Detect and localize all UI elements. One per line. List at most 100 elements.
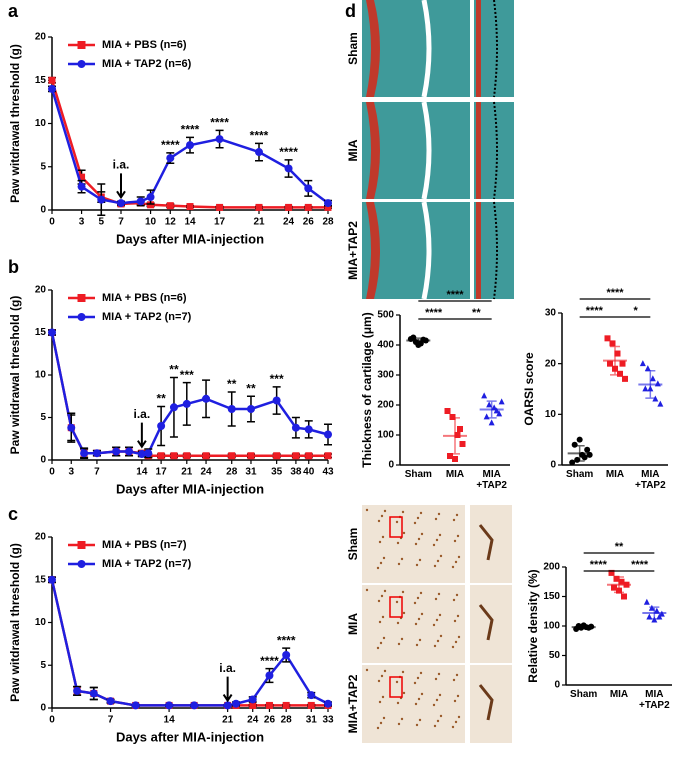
data-point bbox=[657, 400, 664, 407]
significance-label: **** bbox=[181, 123, 200, 137]
data-point bbox=[622, 375, 628, 382]
data-point bbox=[613, 575, 620, 582]
data-point bbox=[48, 328, 56, 337]
cell bbox=[419, 671, 423, 675]
significance-label: *** bbox=[180, 368, 194, 382]
panel-letter: c bbox=[8, 504, 18, 524]
data-point bbox=[282, 650, 291, 659]
cell bbox=[436, 719, 440, 723]
data-point bbox=[186, 203, 194, 211]
y-axis-title: Paw witdrawal threshold (g) bbox=[8, 44, 22, 203]
cell bbox=[413, 681, 417, 685]
cell bbox=[378, 700, 382, 704]
cell bbox=[416, 596, 420, 600]
significance-label: **** bbox=[279, 145, 298, 159]
cell bbox=[382, 716, 386, 720]
significance-label: **** bbox=[250, 129, 269, 143]
cell bbox=[437, 672, 441, 676]
cell bbox=[417, 697, 421, 701]
significance-label: ** bbox=[472, 307, 481, 319]
x-tick-label: 10 bbox=[145, 217, 157, 228]
data-point bbox=[246, 405, 255, 413]
data-point bbox=[202, 452, 210, 460]
cell bbox=[420, 612, 424, 616]
cell bbox=[400, 557, 404, 561]
cell bbox=[383, 509, 387, 513]
x-tick-label: 43 bbox=[322, 467, 334, 478]
y-tick-label: 0 bbox=[40, 205, 46, 216]
cell bbox=[437, 512, 441, 516]
data-point bbox=[48, 76, 56, 84]
cell bbox=[376, 646, 380, 650]
data-point bbox=[67, 423, 76, 432]
data-point bbox=[643, 598, 650, 605]
y-tick-label: 5 bbox=[40, 660, 46, 671]
y-tick-label: 0 bbox=[40, 703, 46, 714]
data-point bbox=[324, 199, 332, 208]
data-point bbox=[265, 671, 274, 680]
cell bbox=[395, 680, 399, 684]
cell bbox=[419, 511, 423, 515]
y-tick-label: 5 bbox=[40, 412, 46, 423]
micrograph bbox=[362, 505, 465, 583]
cell bbox=[456, 694, 460, 698]
arrow-label: i.a. bbox=[219, 661, 236, 675]
data-point bbox=[498, 398, 505, 405]
data-point bbox=[80, 449, 89, 458]
data-point bbox=[157, 422, 166, 430]
cell bbox=[378, 540, 382, 544]
legend-label: MIA + TAP2 (n=7) bbox=[102, 311, 192, 323]
data-point bbox=[618, 578, 625, 585]
y-tick-label: 50 bbox=[549, 650, 561, 661]
cell bbox=[457, 555, 461, 559]
cell bbox=[418, 718, 422, 722]
cell bbox=[433, 564, 437, 568]
y-tick-label: 10 bbox=[35, 370, 47, 381]
x-tick-label: 31 bbox=[245, 467, 257, 478]
cell bbox=[432, 543, 436, 547]
joint-gap bbox=[421, 101, 432, 200]
data-point bbox=[170, 452, 178, 460]
significance-label: **** bbox=[631, 559, 649, 571]
x-tick-label: 21 bbox=[181, 467, 193, 478]
cartilage-stain bbox=[366, 0, 380, 97]
x-tick-label: 7 bbox=[108, 715, 114, 726]
category-label-box: Sham bbox=[566, 469, 593, 480]
cell bbox=[432, 703, 436, 707]
cell bbox=[419, 591, 423, 595]
row-label: MIA bbox=[346, 139, 360, 161]
cell bbox=[439, 634, 443, 638]
arrow bbox=[222, 676, 233, 703]
x-tick-label: 33 bbox=[322, 715, 334, 726]
cell bbox=[377, 599, 381, 603]
joint-gap bbox=[421, 201, 432, 300]
data-point bbox=[324, 430, 332, 439]
x-tick-label: 24 bbox=[247, 715, 259, 726]
data-point bbox=[157, 452, 165, 460]
significance-label: **** bbox=[446, 289, 464, 301]
cell bbox=[420, 692, 424, 696]
data-point bbox=[617, 370, 623, 377]
x-tick-label: 0 bbox=[49, 467, 55, 478]
cell bbox=[383, 669, 387, 673]
cell bbox=[434, 677, 438, 681]
data-point bbox=[307, 701, 315, 709]
cell bbox=[451, 565, 455, 569]
sd-bar bbox=[649, 606, 660, 620]
data-point bbox=[444, 408, 451, 414]
data-point bbox=[232, 699, 240, 708]
data-point bbox=[324, 699, 332, 708]
cell bbox=[379, 561, 383, 565]
significance-label: **** bbox=[586, 305, 604, 317]
cell bbox=[401, 670, 405, 674]
data-point bbox=[304, 425, 313, 434]
data-point bbox=[228, 452, 236, 460]
cell bbox=[415, 643, 419, 647]
cell bbox=[415, 723, 419, 727]
x-tick-label: MIA +TAP2 bbox=[634, 469, 666, 491]
x-axis-title: Days after MIA-injection bbox=[116, 481, 264, 496]
cell bbox=[435, 538, 439, 542]
inset-gap bbox=[493, 0, 498, 98]
cell bbox=[415, 563, 419, 567]
cell bbox=[397, 562, 401, 566]
